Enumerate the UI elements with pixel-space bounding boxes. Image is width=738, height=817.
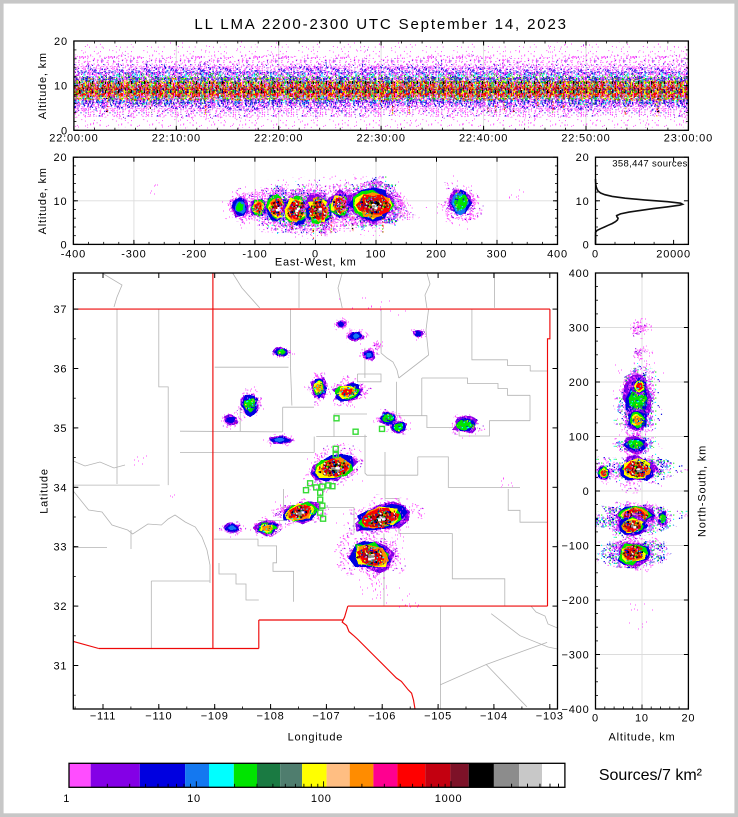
- svg-text:1000: 1000: [435, 793, 463, 805]
- svg-text:LL LMA 2200-2300 UTC September: LL LMA 2200-2300 UTC September 14, 2023: [194, 16, 567, 33]
- svg-text:22:00:00: 22:00:00: [49, 133, 98, 145]
- svg-text:37: 37: [53, 304, 67, 316]
- svg-text:−200: −200: [562, 595, 590, 607]
- svg-text:100: 100: [366, 249, 387, 261]
- svg-text:36: 36: [53, 364, 67, 376]
- svg-text:33: 33: [53, 542, 67, 554]
- svg-text:22:20:00: 22:20:00: [254, 133, 303, 145]
- svg-text:200: 200: [426, 249, 447, 261]
- svg-text:10: 10: [54, 81, 68, 93]
- svg-text:North-South, km: North-South, km: [697, 445, 709, 537]
- svg-text:0: 0: [592, 713, 599, 725]
- svg-text:−300: −300: [562, 650, 590, 662]
- svg-text:23:00:00: 23:00:00: [664, 133, 713, 145]
- svg-text:East-West, km: East-West, km: [275, 257, 357, 269]
- svg-text:−108: −108: [257, 711, 285, 723]
- svg-text:400: 400: [547, 249, 568, 261]
- svg-text:-200: -200: [182, 249, 207, 261]
- svg-text:10: 10: [635, 713, 649, 725]
- svg-text:−103: −103: [536, 711, 564, 723]
- svg-text:31: 31: [53, 661, 67, 673]
- svg-text:300: 300: [569, 323, 590, 335]
- svg-text:100: 100: [311, 793, 332, 805]
- svg-text:22:50:00: 22:50:00: [561, 133, 610, 145]
- svg-text:0: 0: [583, 239, 590, 251]
- svg-text:−400: −400: [562, 704, 590, 716]
- svg-text:Altitude, km: Altitude, km: [37, 167, 49, 234]
- svg-text:22:30:00: 22:30:00: [357, 133, 406, 145]
- svg-text:100: 100: [569, 432, 590, 444]
- svg-text:32: 32: [53, 601, 67, 613]
- svg-text:20: 20: [576, 152, 590, 164]
- svg-text:22:40:00: 22:40:00: [459, 133, 508, 145]
- svg-text:400: 400: [569, 268, 590, 280]
- svg-text:−107: −107: [312, 711, 340, 723]
- svg-text:35: 35: [53, 423, 67, 435]
- svg-text:20: 20: [54, 36, 68, 48]
- svg-text:−104: −104: [480, 711, 508, 723]
- svg-text:20: 20: [54, 152, 68, 164]
- svg-text:22:10:00: 22:10:00: [152, 133, 201, 145]
- svg-text:−106: −106: [368, 711, 396, 723]
- svg-text:−111: −111: [90, 711, 116, 723]
- svg-text:200: 200: [569, 377, 590, 389]
- svg-text:Latitude: Latitude: [39, 468, 51, 514]
- svg-text:0: 0: [583, 486, 590, 498]
- svg-text:20000: 20000: [656, 249, 691, 261]
- svg-text:−110: −110: [145, 711, 172, 723]
- svg-text:Altitude, km: Altitude, km: [608, 732, 675, 744]
- svg-text:Altitude, km: Altitude, km: [37, 52, 49, 119]
- svg-text:-300: -300: [121, 249, 146, 261]
- svg-text:-100: -100: [242, 249, 267, 261]
- svg-text:1: 1: [63, 793, 70, 805]
- svg-text:34: 34: [53, 482, 67, 494]
- svg-text:Longitude: Longitude: [288, 732, 344, 744]
- svg-text:300: 300: [487, 249, 508, 261]
- svg-text:-400: -400: [61, 249, 86, 261]
- svg-text:10: 10: [187, 793, 201, 805]
- svg-text:0: 0: [61, 125, 68, 137]
- svg-text:0: 0: [60, 239, 67, 251]
- svg-text:−105: −105: [424, 711, 452, 723]
- svg-text:Sources/7 km²: Sources/7 km²: [599, 767, 703, 784]
- svg-text:0: 0: [312, 249, 319, 261]
- svg-text:10: 10: [576, 196, 590, 208]
- svg-text:10: 10: [54, 196, 68, 208]
- svg-text:20: 20: [681, 713, 695, 725]
- svg-text:0: 0: [592, 249, 599, 261]
- svg-text:358,447 sources: 358,447 sources: [612, 159, 688, 170]
- svg-text:−100: −100: [562, 541, 590, 553]
- svg-text:−109: −109: [201, 711, 229, 723]
